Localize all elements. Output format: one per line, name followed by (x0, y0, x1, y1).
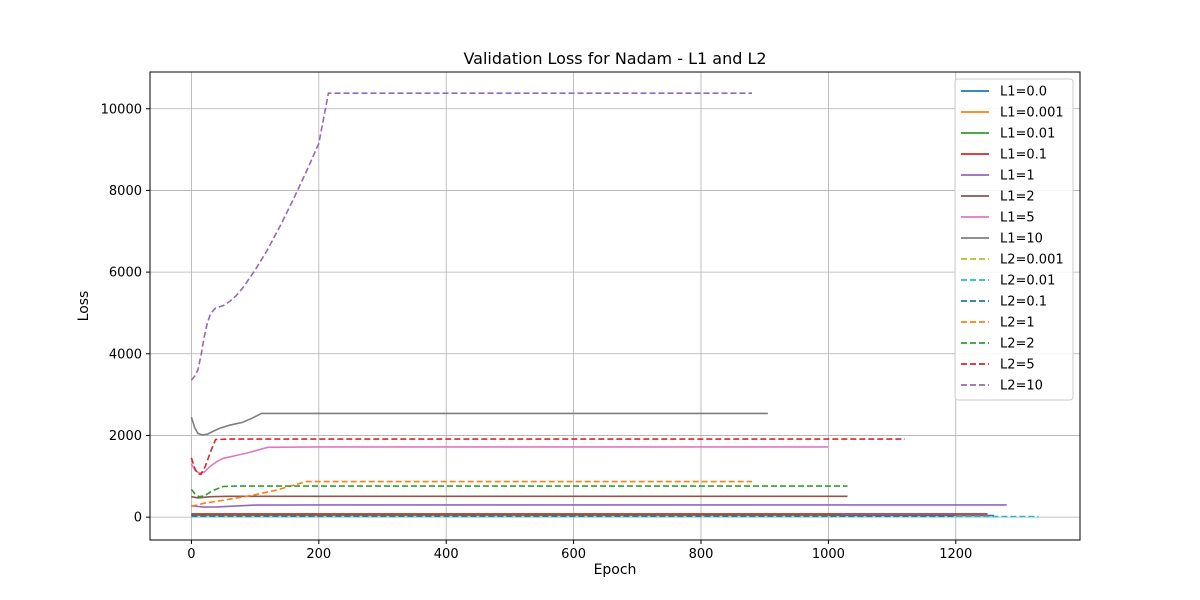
y-tick-label: 8000 (109, 184, 142, 199)
y-tick-label: 6000 (109, 266, 142, 281)
series-line (190, 446, 829, 474)
x-tick-label: 1000 (812, 547, 845, 562)
legend-label: L2=2 (1000, 337, 1035, 352)
series-lines (190, 92, 1039, 518)
legend-label: L1=0.001 (1000, 106, 1064, 121)
series-line (190, 92, 752, 381)
x-axis-label: Epoch (594, 562, 637, 578)
legend-box (954, 78, 1074, 401)
series-line (191, 504, 1007, 508)
legend-label: L1=2 (1000, 190, 1035, 205)
legend-label: L2=0.1 (1000, 295, 1047, 310)
legend-label: L1=5 (1000, 211, 1035, 226)
legend-label: L2=0.001 (1000, 253, 1064, 268)
legend-label: L1=0.1 (1000, 148, 1047, 163)
legend-label: L2=10 (1000, 379, 1043, 394)
x-tick-label: 400 (434, 547, 459, 562)
x-tick-label: 600 (561, 547, 586, 562)
x-tick-label: 800 (689, 547, 714, 562)
series-line (190, 412, 768, 436)
x-tick-label: 0 (187, 547, 195, 562)
series-line (191, 495, 848, 499)
y-tick-label: 4000 (109, 347, 142, 362)
x-tick-label: 200 (306, 547, 331, 562)
legend-label: L2=5 (1000, 358, 1035, 373)
legend-label: L2=0.01 (1000, 274, 1055, 289)
legend-label: L1=10 (1000, 232, 1043, 247)
series-line (190, 485, 848, 498)
y-tick-label: 2000 (109, 429, 142, 444)
legend-label: L2=1 (1000, 316, 1035, 331)
axis-ticks: 0 200 400 600 800 1000 1200 0 2000 4000 6000 8000 10… (101, 102, 973, 562)
series-line (191, 480, 752, 507)
legend-label: L1=0.01 (1000, 127, 1055, 142)
chart-title: Validation Loss for Nadam - L1 and L2 (463, 49, 766, 68)
plot-area-frame (149, 71, 1081, 541)
legend-label: L1=0.0 (1000, 85, 1047, 100)
series-line (190, 438, 905, 476)
legend: L1=0.0 L1=0.001 L1=0.01 L1=0.1 L1=1 L1=2 L1=5 L… (954, 78, 1074, 401)
y-axis-label: Loss (76, 291, 92, 322)
grid (150, 72, 1080, 540)
x-tick-label: 1200 (939, 547, 972, 562)
y-tick-label: 10000 (101, 102, 142, 117)
legend-label: L1=1 (1000, 169, 1035, 184)
y-tick-label: 0 (134, 511, 142, 526)
